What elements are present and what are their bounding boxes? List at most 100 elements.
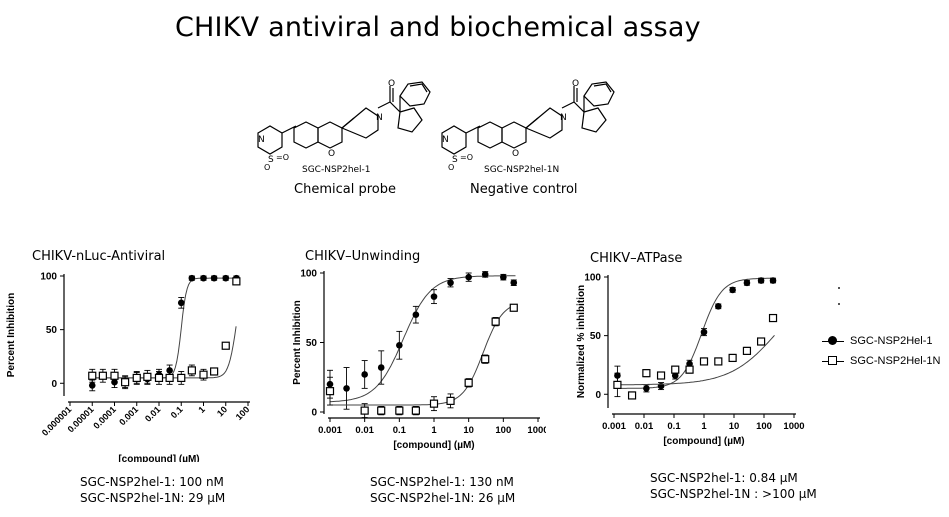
- data-point: [396, 341, 403, 349]
- x-tick-label: 1: [431, 425, 437, 436]
- data-point: [656, 371, 666, 380]
- data-point: [671, 372, 679, 379]
- svg-text:N: N: [258, 135, 265, 145]
- data-point: [360, 406, 369, 415]
- data-point: [88, 382, 96, 389]
- x-axis-label: [compound] (µM): [393, 440, 474, 451]
- x-tick-label: 1: [701, 421, 707, 432]
- data-point: [743, 279, 751, 287]
- svg-text:N: N: [560, 113, 567, 123]
- molecule-role-probe: Chemical probe: [294, 182, 396, 197]
- svg-text:O: O: [512, 149, 519, 159]
- x-tick-label: 0.001: [318, 425, 342, 436]
- x-tick-label: 1000: [783, 421, 804, 432]
- x-tick-label: 10: [463, 425, 474, 436]
- y-axis-label: Percent Inhibition: [6, 293, 17, 377]
- filled-circle-icon: [822, 335, 844, 347]
- data-point: [222, 274, 230, 282]
- data-point: [769, 277, 777, 284]
- svg-text:S: S: [268, 155, 274, 165]
- x-tick-label: 0.01: [355, 425, 374, 436]
- molecule-structure-control: N S =O O O N O: [432, 60, 632, 170]
- data-point: [446, 396, 455, 405]
- svg-text:N: N: [376, 113, 383, 123]
- ic50-antiviral-probe: SGC-NSP2hel-1: 100 nM: [80, 475, 224, 489]
- molecule-name-probe: SGC-NSP2hel-1: [302, 165, 371, 175]
- data-point: [221, 341, 230, 350]
- molecule-structure-probe: N S =O O O N O: [248, 60, 448, 170]
- legend-label-probe: SGC-NSP2Hel-1: [850, 335, 933, 347]
- data-point: [465, 273, 472, 281]
- data-point: [728, 353, 737, 363]
- y-tick-label: 0: [311, 408, 317, 419]
- data-point: [430, 293, 438, 300]
- svg-text:O: O: [264, 163, 270, 170]
- ic50-antiviral-control: SGC-NSP2hel-1N: 29 µM: [80, 491, 226, 505]
- y-tick-label: 0: [51, 379, 57, 390]
- data-point: [361, 371, 368, 378]
- x-axis-label: [compound] (µM): [663, 436, 744, 447]
- data-point: [110, 371, 119, 380]
- chart-unwinding: 0 50 100 0.001 0.01 0.1 1 10 100 1000 [compound] (…: [292, 269, 546, 452]
- molecule-name-control: SGC-NSP2hel-1N: [484, 165, 560, 175]
- data-point: [377, 406, 386, 415]
- y-tick-label: 50: [590, 331, 602, 342]
- data-point: [210, 367, 219, 376]
- data-point: [177, 299, 185, 307]
- data-point: [642, 369, 651, 378]
- svg-text:S: S: [452, 155, 458, 165]
- data-point: [395, 406, 404, 415]
- data-point: [343, 385, 350, 392]
- y-tick-label: 0: [595, 390, 601, 401]
- chart-atpase: 0 50 100 0.001 0.01 0.1 1 10 100 1000 [compound] (…: [576, 273, 805, 448]
- data-point: [412, 311, 420, 318]
- x-tick-label: 100: [234, 404, 252, 422]
- molecule-role-control: Negative control: [470, 182, 578, 197]
- svg-text:O: O: [388, 79, 395, 89]
- svg-text:=O: =O: [276, 153, 289, 162]
- data-point: [165, 373, 174, 383]
- x-tick-label: 1000: [527, 425, 546, 436]
- data-point: [377, 364, 385, 371]
- data-point: [88, 371, 97, 380]
- control-structure-drawing: N S =O O O N O: [441, 79, 615, 170]
- data-point: [411, 406, 420, 415]
- data-point: [685, 365, 694, 374]
- data-point: [447, 279, 454, 287]
- series-filled-circle: [614, 277, 777, 400]
- data-point: [742, 346, 752, 355]
- decorative-dot: [838, 303, 840, 305]
- ic50-atpase-probe: SGC-NSP2hel-1: 0.84 µM: [650, 471, 798, 485]
- fit-curve: [617, 334, 775, 386]
- data-point: [210, 274, 218, 282]
- svg-text:O: O: [572, 79, 579, 89]
- x-tick-label: 0.0001: [91, 404, 118, 431]
- x-tick-label: 0.01: [143, 404, 162, 423]
- data-point: [699, 357, 709, 366]
- data-point: [325, 387, 335, 396]
- data-point: [715, 303, 722, 310]
- ic50-unwinding-control: SGC-NSP2hel-1N: 26 µM: [370, 491, 516, 505]
- series-open-square: [88, 277, 241, 390]
- chart-title-antiviral: CHIKV-nLuc-Antiviral: [32, 249, 166, 264]
- data-point: [188, 274, 196, 282]
- y-axis-label: Normalized % inhibition: [576, 285, 587, 398]
- legend-label-control: SGC-NSP2Hel-1N: [850, 355, 941, 367]
- data-point: [200, 274, 207, 282]
- x-tick-label: 10: [215, 404, 229, 418]
- x-tick-label: 0.001: [602, 421, 626, 432]
- x-tick-label: 100: [495, 425, 511, 436]
- data-point: [491, 317, 500, 326]
- x-tick-label: 0.01: [635, 421, 654, 432]
- data-point: [768, 313, 778, 323]
- data-point: [700, 328, 708, 336]
- fit-curve: [329, 275, 516, 403]
- chart-legend: SGC-NSP2Hel-1 SGC-NSP2Hel-1N: [822, 331, 940, 371]
- svg-text:=O: =O: [460, 153, 473, 162]
- x-tick-label: 0.1: [169, 404, 185, 420]
- svg-text:N: N: [442, 135, 449, 145]
- data-point: [154, 373, 164, 383]
- ic50-atpase: SGC-NSP2hel-1: 0.84 µM SGC-NSP2hel-1N : …: [650, 470, 817, 502]
- data-point: [509, 303, 518, 312]
